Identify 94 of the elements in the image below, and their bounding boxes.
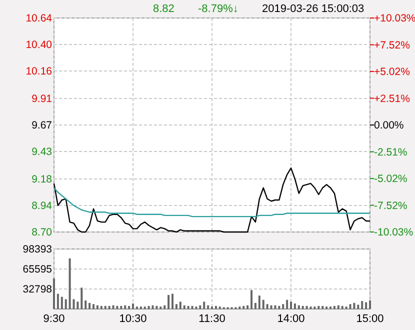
- y-tick-label: 65595: [22, 264, 52, 276]
- bar: [294, 304, 296, 309]
- bar: [128, 306, 130, 309]
- bar: [80, 288, 83, 309]
- bar: [183, 305, 186, 309]
- bar: [214, 306, 217, 309]
- y-tick-label: 8.94: [32, 200, 52, 212]
- bar: [203, 302, 206, 309]
- bar: [353, 302, 356, 309]
- bar: [349, 304, 352, 309]
- text: 8.82: [153, 3, 174, 15]
- bar: [104, 306, 106, 309]
- bar: [100, 306, 102, 309]
- bar: [179, 302, 182, 309]
- bar: [164, 305, 166, 309]
- bar: [369, 300, 371, 309]
- y-tick-label: 98393: [22, 244, 52, 256]
- line-series: [53, 187, 371, 218]
- bar: [84, 300, 87, 309]
- bar: [250, 290, 252, 309]
- bar: [156, 306, 158, 309]
- x-tick-label: 10:30: [119, 313, 147, 325]
- bar: [298, 305, 300, 309]
- y-tick-label: 10.64: [26, 12, 52, 25]
- bar: [53, 278, 55, 309]
- bar: [337, 305, 340, 309]
- text: 2019-03-26 15:00:03: [262, 3, 364, 15]
- y2-tick-label: +7.52%: [374, 39, 410, 52]
- bar: [88, 302, 91, 309]
- bar: [207, 305, 210, 309]
- bar: [333, 306, 336, 309]
- bar: [246, 305, 249, 309]
- x-tick-label: 15:00: [356, 313, 384, 325]
- bar: [172, 294, 174, 309]
- x-tick-label: 14:00: [277, 313, 305, 325]
- bar: [322, 306, 324, 309]
- y-tick-label: 8.70: [32, 226, 52, 239]
- bar: [258, 296, 260, 309]
- text: -8.79%↓: [198, 3, 238, 15]
- y2-tick-label: +5.02%: [374, 66, 410, 78]
- bar: [270, 305, 272, 309]
- bar: [361, 301, 364, 309]
- y-tick-label: 9.43: [32, 146, 52, 158]
- bar: [175, 304, 178, 309]
- bar: [191, 306, 194, 309]
- bar: [365, 302, 368, 309]
- bar: [262, 300, 264, 309]
- bar: [168, 294, 170, 309]
- y2-tick-label: -2.51%: [374, 146, 408, 158]
- bar: [286, 300, 288, 309]
- bar: [318, 306, 320, 309]
- bar: [266, 304, 268, 309]
- x-tick-label: 11:30: [198, 313, 226, 325]
- bar: [96, 305, 98, 309]
- bar: [120, 306, 122, 309]
- bar: [124, 305, 126, 309]
- y-tick-label: 9.67: [32, 120, 52, 132]
- y2-tick-label: -10.03%: [374, 226, 414, 239]
- bar: [357, 304, 360, 309]
- y-tick-label: 9.91: [32, 93, 52, 106]
- y-tick-label: 9.18: [32, 174, 52, 186]
- bar: [341, 306, 344, 309]
- bar: [242, 306, 245, 309]
- y2-tick-label: -7.52%: [374, 200, 408, 212]
- bar: [132, 304, 134, 309]
- y2-tick-label: +2.51%: [374, 92, 410, 105]
- bar: [72, 299, 75, 309]
- bar: [187, 306, 190, 309]
- bar: [92, 304, 94, 309]
- bar: [290, 302, 292, 309]
- x-tick-label: 9:30: [43, 313, 65, 325]
- bar: [112, 305, 114, 309]
- bar: [274, 305, 276, 309]
- bar: [148, 306, 150, 309]
- y2-tick-label: 0.00%: [374, 120, 404, 132]
- bar: [56, 294, 59, 309]
- bar: [302, 306, 304, 309]
- bar: [254, 302, 256, 309]
- bar: [68, 258, 71, 309]
- bar: [64, 299, 67, 309]
- bar: [60, 296, 63, 309]
- y-tick-label: 10.40: [26, 39, 52, 52]
- y-tick-label: 32798: [22, 284, 52, 296]
- bar: [76, 302, 79, 309]
- bar: [278, 306, 280, 309]
- y2-tick-label: -5.02%: [374, 173, 408, 186]
- bar: [116, 306, 118, 309]
- bar: [108, 306, 110, 309]
- bar: [306, 306, 308, 309]
- y-tick-label: 10.16: [26, 66, 52, 78]
- bar: [152, 305, 154, 309]
- bar: [282, 304, 284, 309]
- bar: [199, 305, 202, 309]
- y2-tick-label: +10.03%: [374, 12, 415, 25]
